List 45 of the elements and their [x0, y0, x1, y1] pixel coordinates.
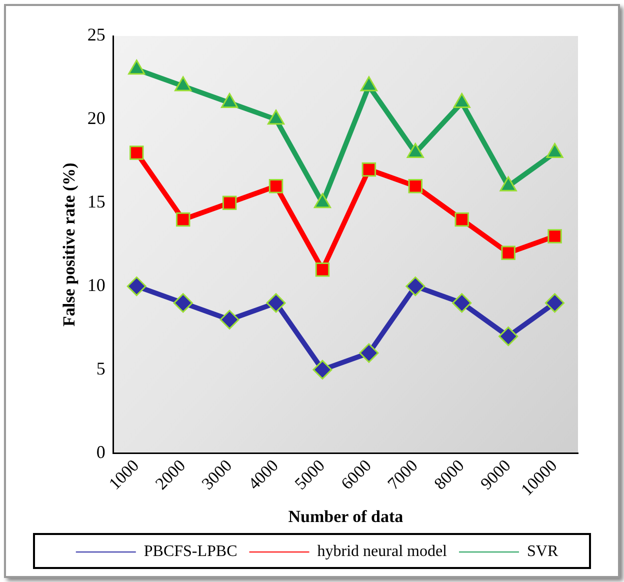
point	[315, 262, 330, 277]
point	[221, 92, 238, 108]
x-axis-title: Number of data	[288, 507, 404, 526]
y-tick-label: 5	[96, 358, 106, 378]
point	[128, 60, 146, 75]
point	[548, 229, 562, 244]
point	[130, 146, 144, 160]
point	[174, 76, 192, 92]
point	[267, 110, 285, 125]
point	[408, 179, 423, 194]
legend-label: SVR	[527, 543, 558, 560]
y-tick-label: 15	[87, 192, 106, 212]
point	[312, 360, 332, 380]
y-axis-title: False positive rate (%)	[60, 162, 79, 326]
point	[546, 143, 564, 158]
point	[268, 179, 284, 194]
point	[452, 293, 472, 313]
point	[454, 212, 469, 227]
x-tick-label: 7000	[384, 456, 422, 494]
point	[314, 193, 332, 208]
point	[173, 293, 193, 313]
point	[360, 76, 378, 92]
y-tick-label: 25	[87, 24, 106, 45]
point	[406, 276, 426, 296]
y-tick-label: 20	[87, 108, 106, 128]
point	[222, 196, 237, 210]
point	[220, 310, 240, 330]
point	[500, 176, 517, 192]
point	[362, 162, 376, 177]
x-tick-label: 8000	[430, 456, 468, 494]
legend-label: PBCFS-LPBC	[144, 543, 238, 560]
x-tick-label: 6000	[337, 456, 375, 494]
point	[498, 326, 518, 346]
legend-label: hybrid neural model	[317, 543, 448, 560]
point	[266, 293, 286, 313]
y-tick-label: 10	[87, 275, 106, 296]
point	[453, 92, 470, 108]
point	[176, 212, 190, 227]
point	[545, 293, 565, 313]
point	[126, 276, 146, 296]
point	[359, 343, 379, 363]
y-tick-label: 0	[96, 442, 106, 462]
x-tick-label: 4000	[244, 456, 282, 494]
point	[406, 143, 424, 158]
point	[501, 246, 516, 260]
